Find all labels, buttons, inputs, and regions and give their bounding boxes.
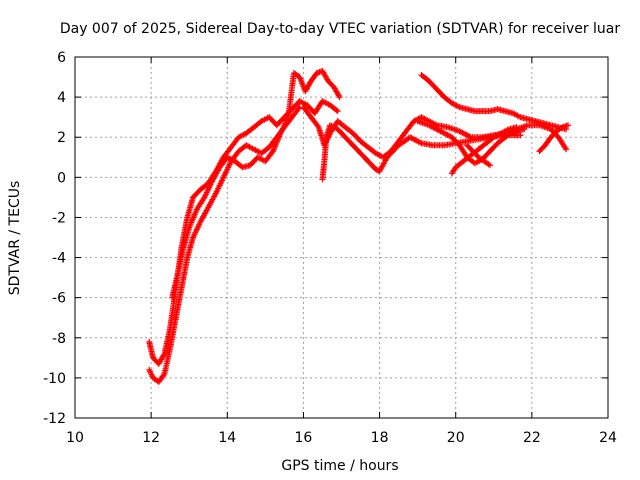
data-point <box>486 162 493 169</box>
y-axis-ticks: -12 -10 -8 -6 -4 -2 0 2 4 6 <box>43 50 608 427</box>
x-tick-label: 10 <box>66 430 84 446</box>
x-tick-label: 16 <box>295 430 313 446</box>
y-tick-label: 6 <box>57 50 66 66</box>
grid <box>75 57 608 418</box>
data-point <box>333 107 340 114</box>
data-point <box>334 108 341 115</box>
y-axis-label: SDTVAR / TECUs <box>7 181 23 296</box>
series-track-j <box>536 122 572 155</box>
data-point <box>160 372 167 379</box>
data-point <box>563 146 570 153</box>
x-tick-label: 14 <box>218 430 236 446</box>
y-tick-label: -6 <box>52 291 66 307</box>
series-track-i <box>464 142 493 169</box>
series-track-c <box>169 68 343 301</box>
data-point <box>517 132 524 139</box>
y-tick-label: -2 <box>52 210 66 226</box>
plot-frame <box>74 56 609 419</box>
y-tick-label: -4 <box>52 251 66 267</box>
x-axis-label: GPS time / hours <box>281 458 398 474</box>
y-tick-label: 4 <box>57 90 66 106</box>
chart-title: Day 007 of 2025, Sidereal Day-to-day VTE… <box>60 21 621 37</box>
data-points <box>146 68 572 385</box>
x-tick-label: 12 <box>142 430 160 446</box>
x-tick-label: 20 <box>447 430 465 446</box>
series-track-g <box>414 118 570 167</box>
data-point <box>336 94 343 101</box>
y-tick-label: -12 <box>43 411 66 427</box>
data-point <box>513 124 520 131</box>
x-tick-label: 24 <box>599 430 617 446</box>
y-tick-label: -10 <box>43 371 66 387</box>
y-tick-label: -8 <box>52 331 66 347</box>
y-tick-label: 0 <box>57 170 66 186</box>
x-tick-label: 22 <box>523 430 541 446</box>
data-point <box>565 122 572 129</box>
y-tick-label: 2 <box>57 130 66 146</box>
x-tick-label: 18 <box>371 430 389 446</box>
series-track-b <box>146 104 303 385</box>
x-axis-ticks: 10 12 14 16 18 20 22 24 <box>66 57 617 446</box>
